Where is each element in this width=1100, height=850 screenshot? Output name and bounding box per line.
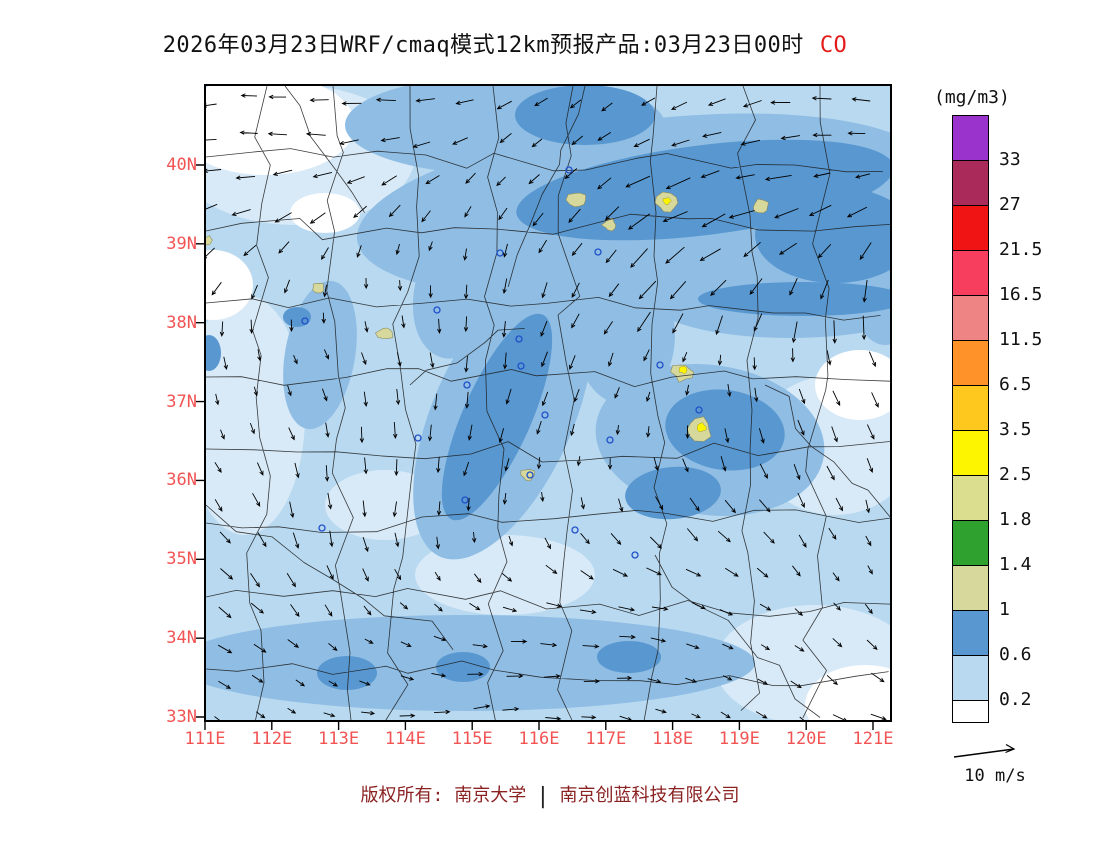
legend-value-label: 6.5 [999, 374, 1032, 395]
legend-color-swatch [952, 385, 989, 431]
lat-label: 34N [166, 628, 197, 649]
footer-divider: | [536, 784, 550, 809]
legend-color-swatch [952, 565, 989, 611]
map-frame [204, 84, 892, 722]
legend-color-swatch [952, 610, 989, 656]
wind-reference-arrow [953, 743, 1016, 758]
legend-units: (mg/m3) [934, 87, 1010, 108]
forecast-map [196, 84, 892, 730]
lon-label: 113E [318, 729, 360, 749]
lon-label: 116E [518, 729, 560, 749]
legend-value-label: 3.5 [999, 419, 1032, 440]
legend-color-swatch [952, 700, 989, 723]
legend-value-label: 2.5 [999, 464, 1032, 485]
legend-color-swatch [952, 475, 989, 521]
lon-label: 112E [251, 729, 293, 749]
axis-ticks [196, 164, 874, 730]
lat-label: 36N [166, 470, 197, 491]
copyright-footer: 版权所有: 南京大学 | 南京创蓝科技有限公司 [0, 781, 1100, 809]
legend-value-label: 11.5 [999, 329, 1043, 350]
legend-value-label: 0.6 [999, 644, 1032, 665]
legend-color-swatch [952, 115, 989, 161]
lon-label: 119E [718, 729, 760, 749]
lon-label: 118E [652, 729, 694, 749]
legend-color-swatch [952, 250, 989, 296]
lat-label: 39N [166, 233, 197, 254]
legend-color-swatch [952, 160, 989, 206]
footer-right: 南京创蓝科技有限公司 [559, 785, 740, 806]
wind-reference-label: 10 m/s [964, 766, 1026, 786]
legend-color-swatch [952, 520, 989, 566]
lat-label: 38N [166, 312, 197, 333]
lon-label: 114E [384, 729, 426, 749]
lat-label: 40N [166, 155, 197, 175]
lat-label: 33N [166, 707, 197, 727]
lon-label: 111E [184, 729, 226, 749]
legend-value-label: 1.8 [999, 509, 1032, 530]
pollutant-label: CO [819, 33, 848, 58]
map-field [205, 85, 891, 721]
lon-label: 121E [852, 729, 894, 749]
lon-label: 115E [451, 729, 493, 749]
page-title: 2026年03月23日WRF/cmaq模式12km预报产品:03月23日00时 C… [0, 27, 1010, 59]
lat-label: 35N [166, 549, 197, 570]
legend-color-swatch [952, 205, 989, 251]
title-text: 2026年03月23日WRF/cmaq模式12km预报产品:03月23日00时 [162, 33, 804, 58]
legend-color-swatch [952, 340, 989, 386]
footer-left: 版权所有: 南京大学 [360, 785, 527, 806]
legend-value-label: 21.5 [999, 239, 1043, 260]
legend-color-swatch [952, 430, 989, 476]
legend-value-label: 0.2 [999, 689, 1032, 710]
legend-color-swatch [952, 295, 989, 341]
legend-value-label: 27 [999, 194, 1021, 215]
lat-label: 37N [166, 391, 197, 412]
lon-label: 117E [585, 729, 627, 749]
legend-color-swatch [952, 655, 989, 701]
lon-label: 120E [785, 729, 827, 749]
legend-value-label: 1 [999, 599, 1010, 620]
legend-value-label: 16.5 [999, 284, 1043, 305]
legend-value-label: 33 [999, 149, 1021, 170]
legend-value-label: 1.4 [999, 554, 1032, 575]
